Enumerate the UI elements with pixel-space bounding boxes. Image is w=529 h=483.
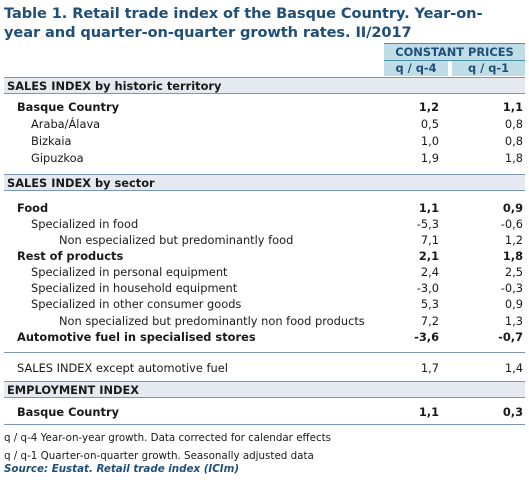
table-row: Automotive fuel in specialised stores -3… — [4, 329, 525, 345]
row-label: Araba/Álava — [31, 117, 101, 131]
row-label: Specialized in food — [31, 217, 139, 231]
row-value-qoq: 0,8 — [504, 134, 523, 148]
row-label: Non specialized but predominantly non fo… — [59, 314, 365, 328]
row-value-yoy: 5,3 — [420, 297, 439, 311]
row-value-qoq: 0,9 — [504, 297, 523, 311]
note-quarter-on-quarter: q / q-1 Quarter-on-quarter growth. Seaso… — [4, 450, 314, 462]
header-constant-prices: CONSTANT PRICES — [384, 43, 525, 61]
row-value-yoy: 1,1 — [418, 405, 439, 419]
row-value-yoy: 1,0 — [420, 134, 439, 148]
row-value-yoy: -3,6 — [414, 330, 439, 344]
row-value-qoq: 1,2 — [504, 233, 523, 247]
table-row: Bizkaia 1,0 0,8 — [4, 133, 525, 149]
title-line-2: year and quarter-on-quarter growth rates… — [4, 24, 412, 41]
row-value-yoy: 1,9 — [420, 151, 439, 165]
row-value-yoy: 7,1 — [420, 233, 439, 247]
row-divider — [4, 352, 525, 353]
note-year-on-year: q / q-4 Year-on-year growth. Data correc… — [4, 432, 332, 444]
row-value-qoq: -0,7 — [498, 330, 523, 344]
table-row: Specialized in household equipment -3,0 … — [4, 280, 525, 296]
table-bottom-border — [4, 424, 525, 425]
row-value-qoq: 1,4 — [504, 361, 523, 375]
section-territory: SALES INDEX by historic territory — [4, 77, 525, 94]
row-value-yoy: 7,2 — [420, 314, 439, 328]
row-value-yoy: 2,4 — [420, 265, 439, 279]
row-value-qoq: 1,1 — [502, 100, 523, 114]
row-value-qoq: 0,3 — [502, 405, 523, 419]
row-value-yoy: 1,2 — [418, 100, 439, 114]
source-note: Source: Eustat. Retail trade index (ICIm… — [4, 463, 240, 475]
table-row: Non specialized but predominantly non fo… — [4, 313, 525, 329]
row-label: Food — [17, 201, 49, 215]
row-value-qoq: 0,9 — [502, 201, 523, 215]
table-row: Specialized in food -5,3 -0,6 — [4, 216, 525, 232]
row-value-qoq: 0,8 — [504, 117, 523, 131]
row-value-yoy: 2,1 — [418, 249, 439, 263]
header-col-quarter-on-quarter: q / q-1 — [452, 61, 525, 76]
row-value-yoy: 1,1 — [418, 201, 439, 215]
row-label: Specialized in other consumer goods — [31, 297, 242, 311]
row-value-yoy: -5,3 — [416, 217, 439, 231]
table-row: Non especialized but predominantly food … — [4, 232, 525, 248]
table-row: Specialized in other consumer goods 5,3 … — [4, 296, 525, 312]
section-sector: SALES INDEX by sector — [4, 174, 525, 191]
row-label: Bizkaia — [31, 134, 72, 148]
row-label: Basque Country — [17, 100, 119, 114]
table-row-except-fuel: SALES INDEX except automotive fuel 1,7 1… — [4, 360, 525, 376]
table-title: Table 1. Retail trade index of the Basqu… — [4, 4, 526, 42]
row-label: Non especialized but predominantly food — [59, 233, 294, 247]
row-label: Basque Country — [17, 405, 119, 419]
table-row: Basque Country 1,1 0,3 — [4, 404, 525, 420]
row-value-yoy: -3,0 — [416, 281, 439, 295]
row-label: Specialized in household equipment — [31, 281, 238, 295]
row-value-qoq: -0,3 — [500, 281, 523, 295]
table-row: Food 1,1 0,9 — [4, 200, 525, 216]
row-value-qoq: 1,3 — [504, 314, 523, 328]
header-col-year-on-year: q / q-4 — [384, 61, 448, 76]
row-value-qoq: -0,6 — [500, 217, 523, 231]
table-row: Gipuzkoa 1,9 1,8 — [4, 150, 525, 166]
table-row: Rest of products 2,1 1,8 — [4, 248, 525, 264]
table-row: Basque Country 1,2 1,1 — [4, 99, 525, 115]
row-label: SALES INDEX except automotive fuel — [17, 361, 228, 375]
title-line-1: Table 1. Retail trade index of the Basqu… — [4, 5, 483, 22]
row-value-qoq: 1,8 — [502, 249, 523, 263]
row-label: Specialized in personal equipment — [31, 265, 228, 279]
table-row: Araba/Álava 0,5 0,8 — [4, 116, 525, 132]
section-employment: EMPLOYMENT INDEX — [4, 381, 525, 398]
row-label: Rest of products — [17, 249, 124, 263]
row-label: Gipuzkoa — [31, 151, 84, 165]
row-label: Automotive fuel in specialised stores — [17, 330, 256, 344]
table-row: Specialized in personal equipment 2,4 2,… — [4, 264, 525, 280]
row-value-qoq: 1,8 — [504, 151, 523, 165]
row-value-yoy: 0,5 — [420, 117, 439, 131]
row-value-qoq: 2,5 — [504, 265, 523, 279]
row-value-yoy: 1,7 — [420, 361, 439, 375]
